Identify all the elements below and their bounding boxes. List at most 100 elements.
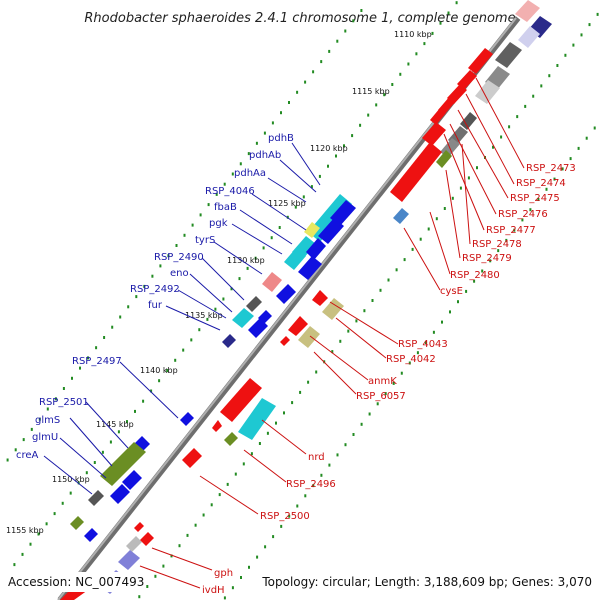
label-nrd[interactable]: nrd bbox=[308, 452, 325, 463]
track-tick bbox=[360, 422, 363, 426]
label-anmk[interactable]: anmK bbox=[368, 376, 397, 387]
label-rsp2496[interactable]: RSP_2496 bbox=[286, 479, 336, 490]
gene-rsp2492[interactable] bbox=[246, 296, 262, 312]
label-gph[interactable]: gph bbox=[214, 568, 233, 579]
gene-pdhaa[interactable] bbox=[318, 218, 344, 244]
gene-rsp4042[interactable] bbox=[322, 298, 344, 320]
label-eno[interactable]: eno bbox=[170, 268, 189, 279]
label-rsp2474[interactable]: RSP_2474 bbox=[516, 178, 566, 189]
gene-fur-c[interactable] bbox=[258, 310, 272, 324]
gene-glmu[interactable] bbox=[110, 484, 130, 504]
label-rsp4046[interactable]: RSP_4046 bbox=[205, 186, 255, 197]
track-tick bbox=[367, 113, 370, 117]
label-ivdh[interactable]: ivdH bbox=[202, 585, 225, 596]
label-rsp2475[interactable]: RSP_2475 bbox=[510, 193, 560, 204]
track-tick bbox=[476, 166, 478, 170]
label-cyse[interactable]: cysE bbox=[440, 286, 463, 297]
gene-rsp2500[interactable] bbox=[182, 448, 202, 468]
label-rsp2500[interactable]: RSP_2500 bbox=[260, 511, 310, 522]
label-fbab[interactable]: fbaB bbox=[214, 202, 237, 213]
gene-tyrs[interactable] bbox=[298, 256, 322, 280]
label-fur[interactable]: fur bbox=[148, 300, 163, 311]
track-tick bbox=[61, 501, 64, 505]
label-rsp6057[interactable]: RSP_6057 bbox=[356, 391, 406, 402]
gene-eno[interactable] bbox=[276, 284, 296, 304]
track-tick bbox=[194, 523, 197, 527]
gene-glms[interactable] bbox=[100, 442, 146, 486]
track-tick bbox=[407, 62, 410, 66]
label-rsp2492[interactable]: RSP_2492 bbox=[130, 284, 180, 295]
gene-rsp4043[interactable] bbox=[312, 290, 328, 306]
track-tick bbox=[310, 185, 313, 189]
gene-glmu-b[interactable] bbox=[122, 470, 142, 490]
label-rsp2478[interactable]: RSP_2478 bbox=[472, 239, 522, 250]
label-rsp4042[interactable]: RSP_4042 bbox=[386, 354, 436, 365]
gene-rsp4046[interactable] bbox=[304, 222, 320, 238]
track-tick bbox=[545, 187, 548, 191]
gene-blue-small[interactable] bbox=[84, 528, 98, 542]
gene-block-lavender[interactable] bbox=[518, 26, 540, 48]
label-leader-lines bbox=[43, 77, 525, 589]
gene-cyse[interactable] bbox=[393, 208, 409, 224]
label-pgk[interactable]: pgk bbox=[209, 218, 228, 229]
label-rsp2501[interactable]: RSP_2501 bbox=[39, 397, 89, 408]
track-tick bbox=[447, 11, 450, 15]
leader-rsp2475 bbox=[457, 109, 509, 199]
gene-fur[interactable] bbox=[232, 308, 254, 328]
track-tick bbox=[294, 205, 297, 209]
label-rsp2476[interactable]: RSP_2476 bbox=[498, 209, 548, 220]
label-rsp4043[interactable]: RSP_4043 bbox=[398, 339, 448, 350]
gene-cyan-mid[interactable] bbox=[238, 398, 276, 440]
genes-forward-outer bbox=[390, 0, 552, 224]
label-rsp2490[interactable]: RSP_2490 bbox=[154, 252, 204, 263]
label-rsp2497[interactable]: RSP_2497 bbox=[72, 356, 122, 367]
gene-rsp2496[interactable] bbox=[212, 420, 222, 432]
label-rsp2480[interactable]: RSP_2480 bbox=[450, 270, 500, 281]
gene-rsp2477[interactable] bbox=[430, 108, 446, 125]
gene-ivdh[interactable] bbox=[118, 550, 140, 570]
label-glmu[interactable]: glmU bbox=[32, 432, 58, 443]
gene-pdhab[interactable] bbox=[330, 200, 356, 226]
gene-rsp2478[interactable] bbox=[460, 112, 477, 130]
track-tick bbox=[207, 203, 210, 207]
gene-rsp2473[interactable] bbox=[468, 48, 493, 74]
track-tick bbox=[416, 351, 419, 355]
gene-block-pink[interactable] bbox=[515, 0, 540, 22]
gene-rsp2497[interactable] bbox=[222, 334, 236, 348]
gene-nrd[interactable] bbox=[220, 378, 262, 422]
gene-rsp6057[interactable] bbox=[298, 326, 320, 348]
label-rsp2477[interactable]: RSP_2477 bbox=[486, 225, 536, 236]
label-glms[interactable]: glmS bbox=[35, 415, 60, 426]
gene-block-red-tip[interactable] bbox=[422, 122, 446, 146]
gene-anmk[interactable] bbox=[288, 316, 308, 336]
gene-pgk-b[interactable] bbox=[306, 238, 326, 260]
gene-rsp2480[interactable] bbox=[390, 142, 442, 202]
label-crea[interactable]: creA bbox=[16, 450, 39, 461]
track-tick bbox=[143, 284, 146, 288]
gene-rsp2490[interactable] bbox=[262, 272, 282, 292]
gene-red-b2[interactable] bbox=[134, 522, 144, 532]
gene-anmk-b[interactable] bbox=[280, 336, 290, 346]
label-rsp2473[interactable]: RSP_2473 bbox=[526, 163, 576, 174]
gene-gph-b[interactable] bbox=[140, 532, 154, 546]
gene-gph[interactable] bbox=[126, 536, 142, 552]
gene-rsp2496-b[interactable] bbox=[224, 432, 238, 446]
gene-rsp2474[interactable] bbox=[457, 70, 477, 90]
label-pdhab[interactable]: pdhAb bbox=[249, 150, 281, 161]
track-tick bbox=[335, 154, 337, 158]
label-pdhb[interactable]: pdhB bbox=[268, 133, 294, 144]
track-tick bbox=[304, 80, 307, 84]
gene-crea[interactable] bbox=[88, 490, 104, 506]
gene-pgk[interactable] bbox=[284, 248, 306, 270]
gene-rsp2479[interactable] bbox=[436, 150, 452, 168]
gene-block-light-1[interactable] bbox=[475, 80, 500, 104]
track-tick bbox=[175, 244, 178, 247]
label-pdhaa[interactable]: pdhAa bbox=[234, 168, 266, 179]
track-tick bbox=[126, 420, 128, 424]
gene-olive-small[interactable] bbox=[70, 516, 84, 530]
track-tick bbox=[399, 72, 402, 76]
gene-blue-mid[interactable] bbox=[180, 412, 194, 426]
label-tyrs[interactable]: tyrS bbox=[195, 235, 215, 246]
gene-block-grey-1[interactable] bbox=[495, 42, 522, 68]
label-rsp2479[interactable]: RSP_2479 bbox=[462, 253, 512, 264]
